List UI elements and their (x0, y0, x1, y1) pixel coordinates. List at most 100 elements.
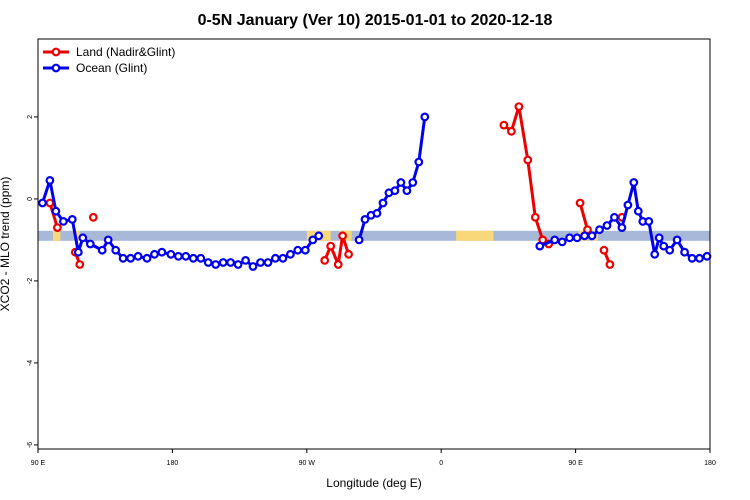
x-tick-label: 180 (704, 460, 716, 467)
y-tick-label: -2 (27, 278, 34, 284)
data-point (263, 258, 273, 267)
data-point (45, 198, 55, 208)
data-point (241, 256, 251, 265)
data-point (286, 249, 295, 259)
data-point (188, 253, 198, 263)
data-point (523, 155, 533, 165)
data-point (580, 231, 589, 241)
y-tick-label: 2 (27, 115, 34, 119)
data-point (59, 216, 68, 226)
data-point (396, 178, 406, 187)
data-point (659, 241, 669, 251)
data-point (654, 233, 664, 243)
data-point (408, 178, 418, 187)
data-point (572, 233, 582, 243)
ocean-band (38, 230, 710, 241)
surface-band (38, 230, 710, 241)
data-point (173, 251, 183, 261)
series-layer (38, 102, 712, 271)
data-point (248, 262, 258, 271)
data-point (633, 206, 643, 216)
y-tick-label: -4 (27, 360, 34, 366)
data-point (420, 112, 430, 122)
legend-label: Ocean (Glint) (76, 61, 147, 75)
data-point (372, 208, 382, 218)
series-line (539, 181, 708, 260)
data-point (103, 235, 113, 245)
y-axis: 2 0 -2 -4 -6 (27, 115, 38, 448)
data-point (557, 237, 567, 247)
land-band-segment (456, 230, 494, 241)
data-point (695, 253, 704, 263)
data-point (602, 221, 612, 230)
data-point (211, 260, 221, 269)
data-point (629, 178, 639, 187)
land-band-segment (75, 230, 80, 241)
data-point (233, 260, 243, 269)
data-point (338, 231, 348, 241)
x-tick-label: 90 W (299, 460, 316, 467)
series-line (357, 116, 427, 241)
data-point (617, 223, 627, 233)
data-point (687, 253, 697, 263)
data-point (142, 253, 152, 263)
data-point (226, 258, 236, 267)
data-point (575, 198, 585, 208)
x-tick-label: 180 (167, 460, 179, 467)
data-point (308, 235, 318, 245)
data-point (344, 249, 354, 259)
data-point (402, 186, 412, 196)
x-tick-label: 90 E (31, 460, 46, 467)
data-point (78, 233, 88, 243)
data-point (67, 214, 77, 224)
data-point (300, 245, 310, 255)
plot-frame (37, 38, 711, 450)
legend-marker (51, 63, 61, 73)
data-point (45, 175, 55, 185)
data-point (181, 251, 191, 261)
legend-label: Land (Nadir&Glint) (76, 45, 175, 59)
data-point (75, 260, 85, 269)
data-point (514, 102, 524, 111)
data-point (278, 253, 288, 263)
data-point (111, 245, 121, 255)
data-point (565, 233, 574, 243)
data-point (680, 247, 689, 257)
data-point (530, 212, 540, 222)
data-point (85, 239, 95, 249)
data-point (97, 245, 107, 255)
data-point (702, 251, 712, 261)
data-point (271, 253, 280, 263)
data-point (293, 245, 303, 255)
data-point (326, 241, 336, 251)
data-point (507, 126, 516, 136)
data-point (499, 120, 509, 130)
data-point (599, 245, 609, 255)
data-point (587, 231, 597, 241)
legend: Land (Nadir&Glint) Ocean (Glint) (43, 45, 175, 75)
data-point (38, 198, 47, 208)
x-axis-label: Longitude (deg E) (326, 476, 421, 490)
y-tick-label: -6 (27, 442, 34, 448)
data-point (390, 186, 400, 196)
data-point (53, 223, 62, 233)
data-point (644, 216, 654, 226)
data-point (623, 200, 633, 210)
x-tick-label: 0 (439, 460, 443, 467)
legend-marker (51, 47, 61, 57)
data-point (203, 258, 213, 267)
data-point (414, 157, 424, 167)
data-point (595, 225, 604, 235)
data-point (150, 249, 159, 259)
data-point (256, 258, 265, 267)
data-point (333, 260, 343, 269)
series-line (578, 202, 589, 231)
data-point (354, 235, 364, 245)
data-point (314, 231, 324, 241)
data-point (320, 256, 330, 265)
data-point (166, 249, 176, 259)
data-point (672, 235, 682, 245)
data-point (88, 212, 98, 222)
data-point (157, 247, 167, 257)
